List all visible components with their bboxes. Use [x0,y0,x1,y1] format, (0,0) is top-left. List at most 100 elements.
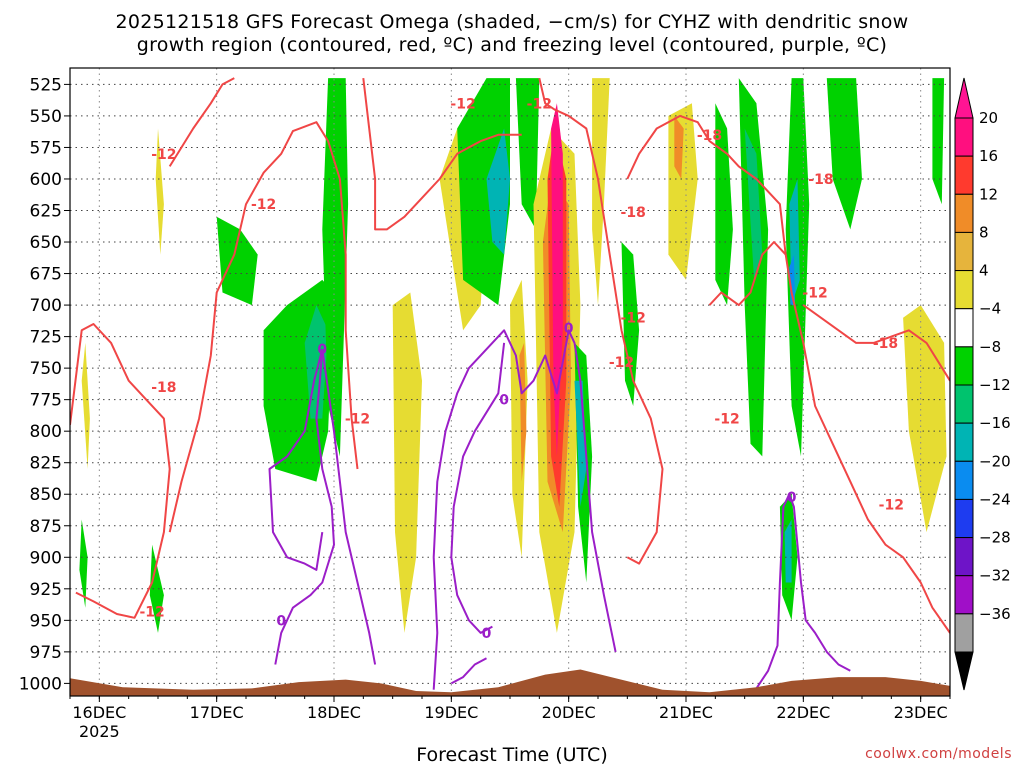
colorbar-label-7: −12 [979,376,1011,394]
omega-region-0 [81,342,90,469]
dgz-label-1: -12 [251,197,276,213]
freezing-contour-4 [450,342,506,634]
colorbar-bin-13 [954,613,974,653]
omega-region-3 [155,128,164,255]
colorbar-bin-8 [954,422,974,462]
x-tick-label-20DEC: 20DEC [542,703,596,722]
colorbar-label-4: 4 [979,262,989,280]
dgz-label-14: -18 [151,380,176,396]
dgz-contour-3 [362,77,522,231]
freezing-label-4: 0 [482,626,492,642]
y-tick-label-900: 900 [30,548,62,568]
colorbar-bin-9 [954,460,974,500]
colorbar-label-1: 16 [979,147,998,165]
omega-region-34 [932,78,945,205]
dgz-label-10: -18 [808,172,833,188]
colorbar: 20 16 12 8 4 −4 −8 −12 −16 −20 −24 −28 −32 −36 [954,77,1011,691]
colorbar-label-0: 20 [979,109,998,127]
x-tick-label-22DEC: 22DEC [776,703,830,722]
y-tick-label-600: 600 [30,170,62,190]
y-tick-label-575: 575 [30,138,62,158]
colorbar-label-10: −24 [979,490,1011,508]
dgz-label-13: -12 [879,497,904,513]
dgz-contour-6 [708,241,950,634]
terrain-fill [70,669,950,696]
omega-region-24 [674,115,684,179]
colorbar-label-11: −28 [979,529,1011,547]
freezing-contour-0 [274,349,335,665]
terrain-layer [70,669,950,696]
colorbar-label-9: −20 [979,452,1011,470]
omega-region-35 [903,305,947,533]
colorbar-label-8: −16 [979,414,1011,432]
freezing-contour-3 [432,329,617,690]
x-tick-label-23DEC: 23DEC [894,703,948,722]
omega-region-25 [715,103,733,306]
colorbar-bin-12 [954,575,974,615]
y-tick-label-775: 775 [30,391,62,411]
colorbar-label-13: −36 [979,605,1011,623]
colorbar-bin-7 [954,384,974,424]
colorbar-label-6: −8 [979,338,1001,356]
dgz-label-4: -12 [527,96,552,112]
dgz-label-2: -12 [345,412,370,428]
y-tick-label-875: 875 [30,517,62,537]
colorbar-bin-10 [954,498,974,539]
freezing-label-3: 0 [564,321,574,337]
freezing-contour-6 [755,493,851,689]
colorbar-bin-11 [954,537,974,577]
omega-shading-layer [79,78,947,633]
omega-region-4 [216,216,258,306]
colorbar-bin-2 [954,193,974,233]
x-tick-label-19DEC: 19DEC [424,703,478,722]
omega-region-32 [784,519,792,583]
dgz-label-15: -12 [139,605,164,621]
y-axis: 525 550 575 600 625 650 675 700 725 750 775 800 825 8… [19,75,70,694]
freezing-level-contours [268,329,851,690]
y-tick-label-650: 650 [30,233,62,253]
dgz-label-3: -12 [450,96,475,112]
colorbar-label-5: −4 [979,300,1001,318]
x-tick-label-21DEC: 21DEC [659,703,713,722]
y-tick-label-750: 750 [30,359,62,379]
y-tick-label-525: 525 [30,75,62,95]
y-tick-label-700: 700 [30,296,62,316]
y-tick-label-625: 625 [30,201,62,221]
y-tick-label-950: 950 [30,611,62,631]
freezing-contour-1 [268,348,324,571]
freezing-label-0: 0 [317,342,327,358]
omega-region-14 [519,342,527,482]
colorbar-label-2: 12 [979,185,998,203]
colorbar-bin-3 [954,231,974,272]
colorbar-label-3: 8 [979,223,989,241]
dgz-contour-4 [538,77,664,565]
dgz-contour-2 [168,121,359,533]
omega-region-1 [79,519,88,608]
freezing-label-5: 0 [787,490,797,506]
x-tick-label-17DEC: 17DEC [190,703,244,722]
freezing-label-2: 0 [499,393,509,409]
dgz-label-0: -12 [151,147,176,163]
dgz-label-5: -18 [621,205,646,221]
dendritic-growth-contours [70,77,950,634]
colorbar-bin-5 [954,308,974,348]
dgz-label-11: -12 [802,285,827,301]
y-tick-label-550: 550 [30,107,62,127]
colorbar-bin-1 [954,155,974,195]
contour-labels: -12 -12 -12 -12 -12 -18 -12 -12 -12 -18 -18 -12 -18 -… [139,96,903,642]
omega-region-22 [621,242,640,406]
dgz-contour-0 [70,323,171,619]
omega-region-11 [486,128,510,255]
y-tick-label-800: 800 [30,422,62,442]
y-tick-label-975: 975 [30,643,62,663]
x-tick-label-16DEC: 16DEC [72,703,126,722]
colorbar-bin-0 [954,117,974,157]
x-axis-title: Forecast Time (UTC) [416,744,608,766]
y-tick-label-850: 850 [30,485,62,505]
dgz-label-9: -18 [697,128,722,144]
y-tick-label-1000: 1000 [19,674,62,694]
colorbar-bin-4 [954,270,974,310]
y-tick-label-825: 825 [30,454,62,474]
